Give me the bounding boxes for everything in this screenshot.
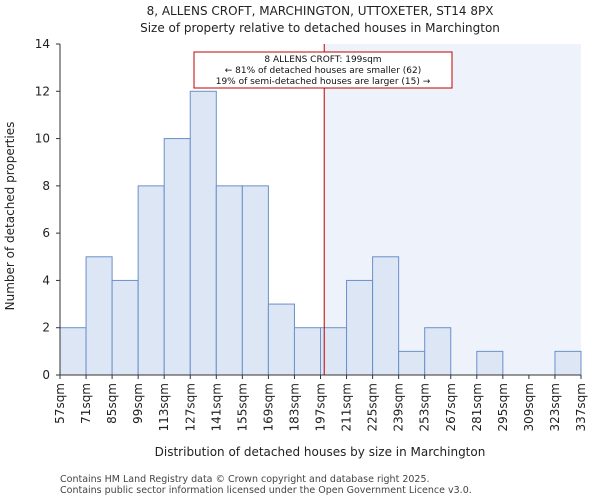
- x-tick-label: 267sqm: [444, 383, 458, 431]
- bar-183sqm: [293, 327, 322, 376]
- y-tick-label: 2: [42, 321, 50, 335]
- y-axis-label: Number of detached properties: [3, 122, 17, 311]
- bar-113sqm: [163, 138, 191, 376]
- x-tick-label: 155sqm: [235, 383, 249, 431]
- x-tick-label: 309sqm: [522, 383, 536, 431]
- x-tick-label: 57sqm: [53, 383, 67, 424]
- x-axis-ticks: 57sqm 71sqm 85sqm 99sqm 113sqm 127sqm 141sqm 15…: [53, 375, 588, 431]
- bar-225sqm: [372, 256, 400, 376]
- y-tick-label: 6: [42, 226, 50, 240]
- x-tick-label: 295sqm: [496, 383, 510, 431]
- footer-line2: Contains public sector information licen…: [60, 485, 472, 496]
- x-tick-label: 99sqm: [131, 383, 145, 424]
- marker-annotation-box: [193, 51, 453, 89]
- x-tick-label: 239sqm: [392, 383, 406, 431]
- y-tick-label: 12: [35, 84, 50, 98]
- chart-title: 8, ALLENS CROFT, MARCHINGTON, UTTOXETER,…: [147, 4, 494, 18]
- y-tick-label: 8: [42, 179, 50, 193]
- y-tick-label: 4: [42, 273, 50, 287]
- bar-155sqm: [241, 185, 269, 376]
- bar-71sqm: [85, 256, 113, 376]
- y-tick-label: 10: [35, 132, 50, 146]
- bar-323sqm: [554, 350, 582, 376]
- bar-85sqm: [111, 279, 139, 376]
- footer-line1: Contains HM Land Registry data © Crown c…: [60, 474, 430, 485]
- x-tick-label: 71sqm: [79, 383, 93, 424]
- x-tick-label: 141sqm: [209, 383, 223, 431]
- y-tick-label: 14: [35, 37, 50, 51]
- bar-127sqm: [189, 90, 217, 376]
- x-tick-label: 281sqm: [470, 383, 484, 431]
- bar-141sqm: [215, 185, 243, 376]
- x-tick-label: 211sqm: [340, 383, 354, 431]
- bar-99sqm: [137, 185, 165, 376]
- x-tick-label: 337sqm: [574, 383, 588, 431]
- y-axis-ticks: 0 2 4 6 8 10 12 14: [35, 37, 60, 382]
- x-tick-label: 183sqm: [287, 383, 301, 431]
- bar-239sqm: [398, 350, 426, 376]
- x-tick-label: 127sqm: [183, 383, 197, 431]
- bar-169sqm: [267, 303, 295, 376]
- marker-annotation-line2: ← 81% of detached houses are smaller (62…: [225, 66, 422, 76]
- x-axis-label: Distribution of detached houses by size …: [155, 445, 486, 459]
- x-tick-label: 323sqm: [548, 383, 562, 431]
- bars-group: [59, 90, 582, 376]
- x-tick-label: 253sqm: [418, 383, 432, 431]
- bar-57sqm: [59, 327, 87, 376]
- x-tick-label: 197sqm: [314, 383, 328, 431]
- chart-subtitle: Size of property relative to detached ho…: [140, 21, 500, 35]
- x-tick-label: 85sqm: [105, 383, 119, 424]
- bar-281sqm: [476, 350, 504, 376]
- x-tick-label: 225sqm: [366, 383, 380, 431]
- bar-253sqm: [424, 327, 452, 376]
- x-tick-label: 169sqm: [261, 383, 275, 431]
- marker-annotation-line1: 8 ALLENS CROFT: 199sqm: [264, 55, 381, 65]
- y-tick-label: 0: [42, 368, 50, 382]
- x-tick-label: 113sqm: [157, 383, 171, 431]
- bar-211sqm: [346, 279, 374, 376]
- marker-annotation-line3: 19% of semi-detached houses are larger (…: [216, 77, 431, 87]
